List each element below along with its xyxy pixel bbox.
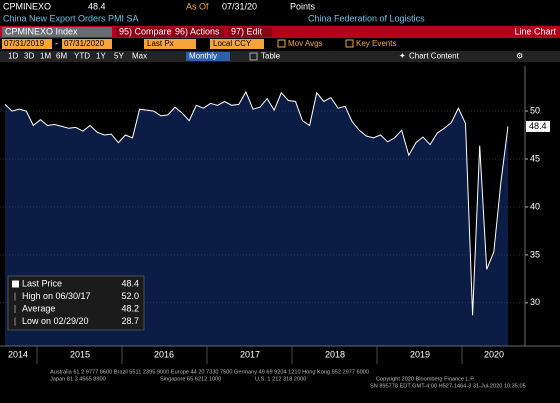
chart-content[interactable]: Chart Content: [409, 52, 460, 61]
legend-value: 48.2: [121, 303, 139, 313]
currency[interactable]: Local CCY: [213, 39, 252, 48]
as-of-date: 07/31/20: [222, 1, 257, 11]
actions[interactable]: 96) Actions: [175, 26, 220, 36]
legend-label: Last Price: [22, 278, 62, 288]
start-date-box[interactable]: [2, 39, 52, 49]
legend-box: [7, 275, 145, 331]
x-tick-label: 2018: [325, 349, 345, 359]
x-tick-label: 2019: [410, 349, 430, 359]
period-buttons: 1D 3D 1M 6M YTD 1Y 5Y Max: [8, 52, 147, 61]
security-box[interactable]: [2, 27, 112, 37]
plot: 30 35 40 45 50 48.4 2014 2015 2016 2017 2018 2019 20…: [0, 66, 560, 364]
compare-button[interactable]: [116, 27, 168, 37]
period-button[interactable]: 3D: [24, 52, 34, 61]
ticker: CPMINEXO: [3, 1, 51, 11]
period-button[interactable]: 1D: [8, 52, 18, 61]
source: China Federation of Logistics: [308, 13, 425, 23]
series-line: [4, 90, 509, 316]
table-icon[interactable]: [249, 52, 258, 61]
units: Points: [290, 1, 316, 11]
legend-value: 48.4: [121, 278, 139, 288]
x-tick-label: 2017: [240, 349, 260, 359]
dash: -: [55, 38, 58, 48]
last-value-label: 48.4: [529, 121, 547, 131]
x-tick-label: 2014: [8, 349, 28, 359]
footer-line-1: Australia 61 2 9777 8600 Brazil 5511 239…: [50, 369, 369, 375]
legend-label: High on 06/30/17: [22, 291, 91, 301]
last-value: 48.4: [88, 1, 106, 11]
x-tick-label: 2016: [154, 349, 174, 359]
x-tick-label: 2015: [70, 349, 90, 359]
period-button[interactable]: 6M: [56, 52, 67, 61]
frequency[interactable]: Monthly: [189, 52, 217, 61]
key-events[interactable]: Key Events: [356, 39, 396, 48]
chart-content-icon[interactable]: ✦: [399, 52, 406, 61]
field[interactable]: Last Px: [147, 39, 174, 48]
period-button[interactable]: 5Y: [114, 52, 124, 61]
y-tick-label: 30: [530, 297, 540, 307]
y-tick-label: 45: [530, 153, 540, 163]
legend-value: 52.0: [121, 291, 139, 301]
footer-line-2a: Japan 81 3 4565 8900: [50, 376, 106, 382]
mov-avgs-checkbox[interactable]: [277, 39, 286, 48]
currency-box[interactable]: [210, 39, 264, 49]
legend-value: 28.7: [121, 316, 139, 326]
legend-label: Low on 02/29/20: [22, 316, 89, 326]
key-events-checkbox[interactable]: [345, 39, 354, 48]
field-box[interactable]: [144, 39, 196, 49]
chart-type[interactable]: Line Chart: [514, 26, 556, 36]
period-button[interactable]: Max: [132, 52, 147, 61]
legend-swatch: [12, 280, 19, 288]
compare[interactable]: 95) Compare: [119, 26, 172, 36]
period-button[interactable]: 1Y: [96, 52, 106, 61]
edit[interactable]: 97) Edit: [231, 26, 263, 36]
x-tick-label: 2020: [484, 349, 504, 359]
edit-button[interactable]: [228, 27, 272, 37]
y-tick-label: 35: [530, 249, 540, 259]
actions-button[interactable]: [172, 27, 224, 37]
security[interactable]: CPMINEXO Index: [5, 26, 78, 36]
footer-line-2d: Copyright 2020 Bloomberg Finance L.P.: [376, 376, 475, 382]
last-value-tag: [526, 120, 550, 132]
footer-line-2b: Singapore 65 6212 1000: [160, 376, 221, 382]
period-bar: [0, 51, 560, 62]
period-button[interactable]: 1M: [40, 52, 51, 61]
description: China New Export Orders PMI SA: [3, 13, 139, 23]
mov-avgs[interactable]: Mov Avgs: [288, 39, 323, 48]
footer-line-2c: U.S. 1 212 318 2000: [255, 376, 306, 382]
table[interactable]: Table: [261, 52, 281, 61]
frequency-box[interactable]: [186, 52, 230, 61]
settings-icon[interactable]: ⚙: [516, 52, 523, 61]
footer-line-3: SN 895778 EDT GMT-4:00 H527-1464-3 31-Ju…: [370, 383, 526, 389]
legend-label: Average: [22, 303, 55, 313]
y-tick-label: 50: [530, 105, 540, 115]
y-tick-label: 40: [530, 201, 540, 211]
end-date[interactable]: 07/31/2020: [64, 39, 105, 48]
period-button[interactable]: YTD: [74, 52, 90, 61]
as-of-label: As Of: [186, 1, 209, 11]
start-date[interactable]: 07/31/2019: [4, 39, 45, 48]
end-date-box[interactable]: [62, 39, 112, 49]
